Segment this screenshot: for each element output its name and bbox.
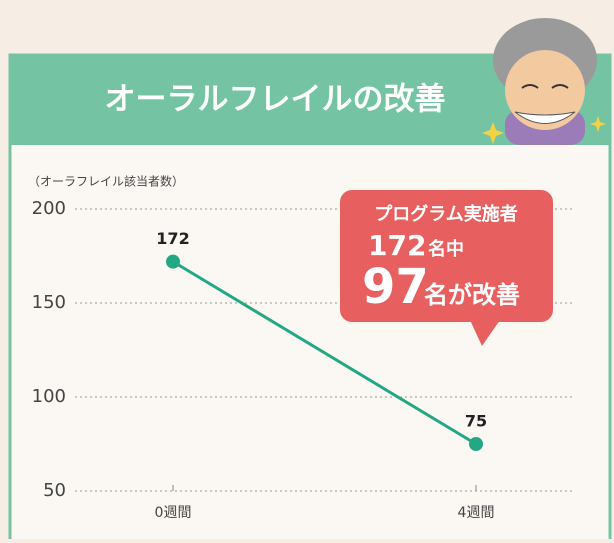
callout-text: 名が改善 [424, 281, 520, 309]
title: オーラルフレイルの改善 [105, 82, 446, 118]
x-tick-label: 0週間 [155, 505, 192, 521]
data-point [469, 437, 483, 451]
callout-number: 172 [368, 229, 426, 262]
data-point [166, 255, 180, 269]
y-axis-label: （オーラフレイル該当者数） [28, 174, 184, 189]
y-tick-label: 50 [43, 480, 66, 501]
callout-number: 97 [362, 259, 429, 315]
data-label: 75 [465, 412, 487, 431]
data-label: 172 [156, 229, 189, 248]
callout-line1: プログラム実施者 [374, 203, 517, 225]
y-tick-label: 150 [32, 292, 66, 313]
callout-text: 名中 [428, 238, 464, 260]
y-tick-label: 100 [32, 386, 66, 407]
x-tick-label: 4週間 [458, 505, 495, 521]
screen: オーラルフレイルの改善 （オーラフレイル該当者数） 50 100 150 200 0週間… [0, 0, 614, 539]
page: オーラルフレイルの改善 （オーラフレイル該当者数） 50 100 150 200 0週間… [0, 0, 614, 539]
y-tick-label: 200 [32, 198, 66, 219]
